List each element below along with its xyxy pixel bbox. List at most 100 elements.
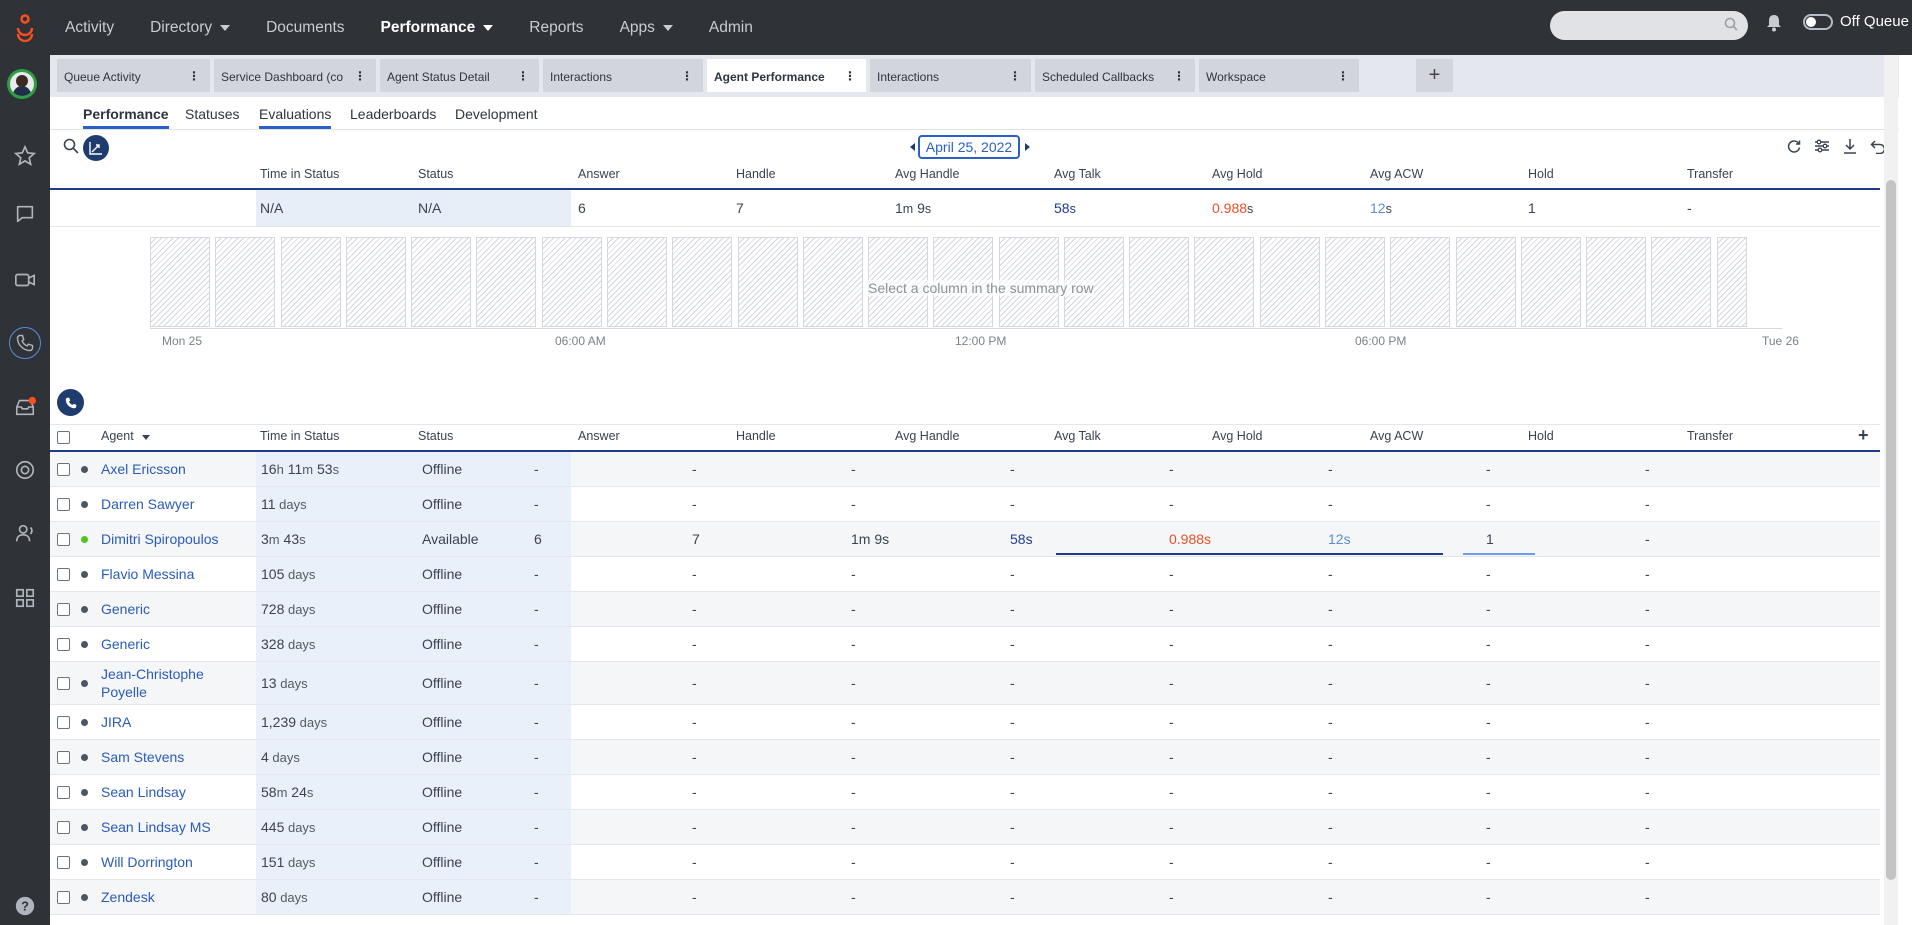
previous-date-arrow-icon[interactable] [910,143,915,151]
avg-talk-column-header[interactable]: Avg Talk [1054,167,1101,181]
workspace-tab[interactable]: Interactions ⋮ [543,59,703,92]
agent-headset-icon[interactable] [9,517,41,549]
interval-bar[interactable] [281,237,341,327]
row-checkbox[interactable] [57,891,70,904]
trend-chart-button[interactable] [83,135,109,161]
time-in-status-column-header[interactable]: Time in Status [260,429,340,443]
apps-grid-icon[interactable] [9,582,41,614]
interval-bar[interactable] [346,237,406,327]
queue-toggle[interactable] [1803,14,1833,30]
workspace-tab[interactable]: Agent Status Detail ⋮ [380,59,539,92]
interval-bar[interactable] [1521,237,1581,327]
tab-menu-kebab-icon[interactable]: ⋮ [188,69,200,83]
select-all-checkbox[interactable] [57,431,70,444]
row-checkbox[interactable] [57,786,70,799]
summary-avg-acw[interactable]: 12s [1370,200,1392,216]
nav-apps[interactable]: Apps [620,19,673,37]
row-checkbox[interactable] [57,716,70,729]
avg-acw-column-header[interactable]: Avg ACW [1370,429,1424,443]
nav-activity[interactable]: Activity [65,19,114,37]
avg-hold-column-header[interactable]: Avg Hold [1212,167,1263,181]
nav-directory[interactable]: Directory [150,19,231,37]
interval-bar[interactable] [672,237,732,327]
interval-bar[interactable] [607,237,667,327]
subtab-development[interactable]: Development [455,106,538,122]
answer-column-header[interactable]: Answer [578,429,620,443]
table-row[interactable]: Darren Sawyer 11 days Offline - - - - - - - - [50,487,1880,522]
row-checkbox[interactable] [57,533,70,546]
interval-bar[interactable] [1717,237,1747,327]
table-row[interactable]: Axel Ericsson 16h 11m 53s Offline - - - - - - - - [50,452,1880,487]
hold-column-header[interactable]: Hold [1528,429,1554,443]
interval-bar[interactable] [1129,237,1189,327]
table-row[interactable]: Flavio Messina 105 days Offline - - - - - - - - [50,557,1880,592]
interval-chart[interactable] [150,237,1782,330]
row-checkbox[interactable] [57,568,70,581]
avg-acw-column-header[interactable]: Avg ACW [1370,167,1424,181]
help-icon[interactable]: ? [9,890,41,922]
transfer-column-header[interactable]: Transfer [1687,167,1734,181]
table-row[interactable]: Sean Lindsay 58m 24s Offline - - - - - - - - [50,775,1880,810]
interval-bar[interactable] [738,237,798,327]
global-search-input[interactable] [1550,11,1748,40]
tab-menu-kebab-icon[interactable]: ⋮ [354,69,366,83]
interval-bar[interactable] [476,237,536,327]
handle-column-header[interactable]: Handle [736,429,776,443]
subtab-statuses[interactable]: Statuses [185,106,240,122]
agent-name-link[interactable]: Sean Lindsay [101,784,186,800]
avg-hold-column-header[interactable]: Avg Hold [1212,429,1263,443]
interval-bar[interactable] [803,237,863,327]
search-icon[interactable] [63,138,79,154]
row-checkbox[interactable] [57,463,70,476]
agent-name-link[interactable]: Generic [101,636,151,652]
download-icon[interactable] [1842,138,1858,154]
tab-menu-kebab-icon[interactable]: ⋮ [517,69,529,83]
summary-avg-handle[interactable]: 1m 9s [895,200,931,216]
subtab-performance[interactable]: Performance [83,106,169,129]
tab-menu-kebab-icon[interactable]: ⋮ [681,69,693,83]
tab-menu-kebab-icon[interactable]: ⋮ [1337,69,1349,83]
interval-bar[interactable] [542,237,602,327]
table-row[interactable]: Dimitri Spiropoulos 3m 43s Available 6 7 1m 9… [50,522,1880,557]
table-row[interactable]: Generic 328 days Offline - - - - - - - - [50,627,1880,662]
interval-bar[interactable] [1325,237,1385,327]
handle-column-header[interactable]: Handle [736,167,776,181]
interval-bar[interactable] [1260,237,1320,327]
interval-bar[interactable] [1194,237,1254,327]
answer-column-header[interactable]: Answer [578,167,620,181]
settings-sliders-icon[interactable] [1814,138,1830,154]
row-checkbox[interactable] [57,603,70,616]
agent-name-link[interactable]: Dimitri Spiropoulos [101,531,219,547]
avatar[interactable] [7,69,37,99]
summary-time-in-status[interactable]: N/A [260,200,284,216]
summary-transfer[interactable]: - [1687,200,1692,216]
workspace-tab[interactable]: Agent Performance ⋮ [707,59,866,92]
table-row[interactable]: Zendesk 80 days Offline - - - - - - - - [50,880,1880,915]
chat-icon[interactable] [9,198,41,230]
nav-admin[interactable]: Admin [709,19,753,37]
avg-handle-column-header[interactable]: Avg Handle [895,167,960,181]
row-checkbox[interactable] [57,498,70,511]
table-row[interactable]: Sam Stevens 4 days Offline - - - - - - - - [50,740,1880,775]
agent-name-link[interactable]: Zendesk [101,889,155,905]
row-checkbox[interactable] [57,856,70,869]
table-row[interactable]: Jean-Christophe Poyelle 13 days Offline - - -… [50,662,1880,705]
table-row[interactable]: JIRA 1,239 days Offline - - - - - - - - [50,705,1880,740]
interval-bar[interactable] [1586,237,1646,327]
date-picker[interactable]: April 25, 2022 [918,135,1020,159]
row-checkbox[interactable] [57,677,70,690]
summary-status[interactable]: N/A [418,200,442,216]
agent-name-link[interactable]: Sean Lindsay MS [101,819,211,835]
summary-hold[interactable]: 1 [1528,200,1536,216]
workspace-tab[interactable]: Scheduled Callbacks ⋮ [1035,59,1195,92]
add-column-icon[interactable]: + [1858,425,1869,445]
summary-row[interactable]: N/A N/A 6 7 1m 9s 58s 0.988s 12s 1 - [50,190,1880,227]
summary-avg-hold[interactable]: 0.988s [1212,200,1253,216]
media-type-phone-button[interactable] [57,389,84,416]
tab-menu-kebab-icon[interactable]: ⋮ [1173,69,1185,83]
interval-bar[interactable] [1651,237,1711,327]
nav-reports[interactable]: Reports [529,19,583,37]
agent-name-link[interactable]: Jean-Christophe Poyelle [101,666,204,700]
workspace-tab[interactable]: Queue Activity ⋮ [57,59,210,92]
status-column-header[interactable]: Status [418,167,454,181]
